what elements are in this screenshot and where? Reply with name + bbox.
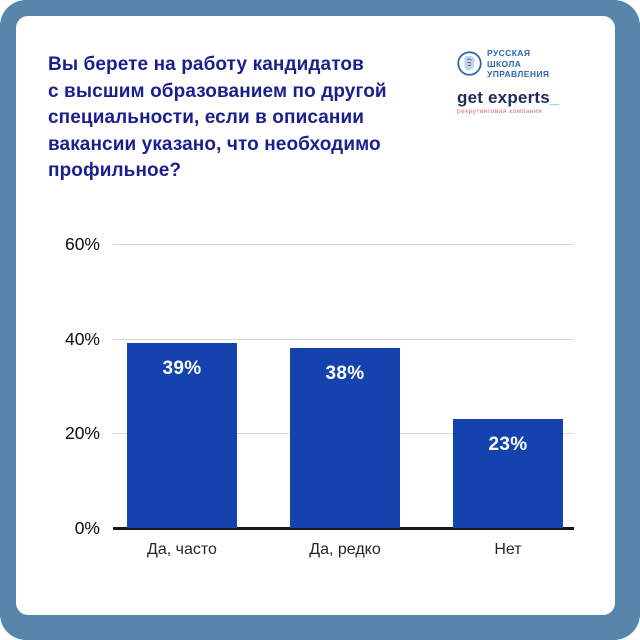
get-experts-tagline: рекрутинговая компания — [457, 107, 543, 115]
x-axis-category-label: Да, редко — [309, 541, 381, 558]
logo-group: РУССКАЯ ШКОЛА УПРАВЛЕНИЯ get experts_ ре… — [457, 48, 577, 115]
chart-question-title: Вы берете на работу кандидатов с высшим … — [48, 54, 387, 181]
bar-chart: 60% 40% 20% 0% 39% Да, часто 38% Да, редко 23% Не… — [16, 16, 615, 615]
x-axis-line — [113, 527, 574, 530]
bar-value-label: 38% — [325, 363, 365, 384]
get-experts-logo: get experts_ рекрутинговая компания — [457, 87, 577, 115]
x-axis-category-label: Да, часто — [147, 541, 217, 558]
rsu-portrait-icon — [457, 51, 482, 76]
gridline — [113, 338, 574, 340]
x-axis-category-label: Нет — [494, 541, 522, 558]
bar-Да, редко: 38% — [290, 348, 400, 528]
y-axis-tick-label: 40% — [64, 328, 100, 349]
bar-Нет: 23% — [453, 419, 563, 528]
gridline — [113, 243, 574, 245]
bar-value-label: 39% — [162, 358, 202, 379]
y-axis-tick-label: 60% — [64, 233, 100, 254]
rsu-logo-text: РУССКАЯ ШКОЛА УПРАВЛЕНИЯ — [487, 48, 550, 79]
y-axis-tick-label: 0% — [74, 518, 100, 538]
bar-Да, часто: 39% — [127, 343, 237, 528]
bar-value-label: 23% — [488, 434, 528, 455]
rsu-logo: РУССКАЯ ШКОЛА УПРАВЛЕНИЯ — [457, 48, 577, 80]
get-experts-underscore: _ — [549, 87, 560, 107]
get-experts-wordmark: get experts_ — [457, 87, 560, 107]
y-axis-tick-label: 20% — [64, 423, 100, 444]
card-body: Вы берете на работу кандидатов с высшим … — [16, 16, 615, 615]
